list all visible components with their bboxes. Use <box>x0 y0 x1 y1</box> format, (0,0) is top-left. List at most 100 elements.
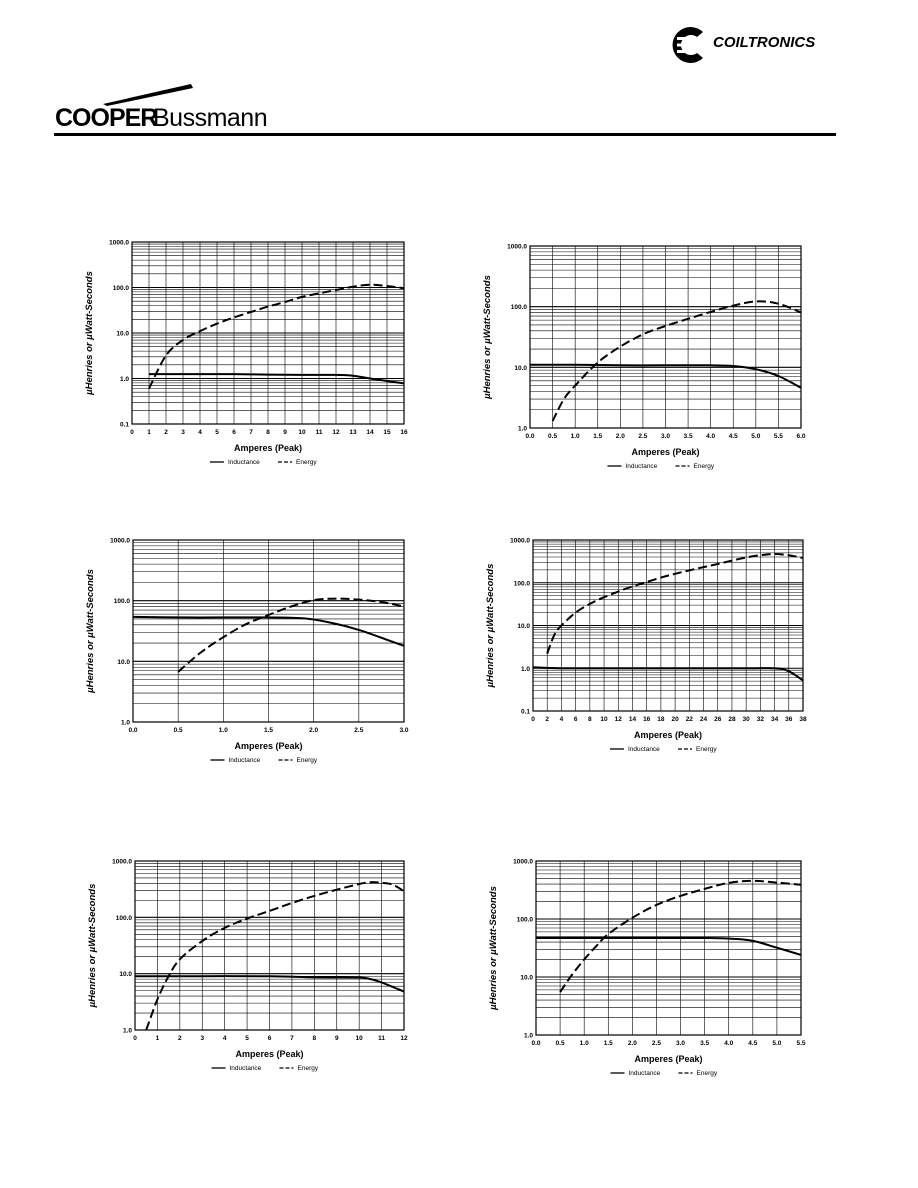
x-tick-label: 2.5 <box>354 727 363 734</box>
x-tick-label: 0.0 <box>525 433 534 440</box>
x-tick-label: 4.5 <box>729 433 738 440</box>
y-axis-label: µHenries or µWatt-Seconds <box>488 886 499 1011</box>
x-tick-label: 7 <box>249 429 253 436</box>
cooper-swoosh-icon <box>103 84 193 106</box>
x-tick-label: 4 <box>560 716 564 723</box>
grid <box>134 861 405 1031</box>
y-tick-label: 1000.0 <box>510 538 530 545</box>
x-tick-label: 2 <box>164 429 168 436</box>
x-tick-label: 0 <box>133 1035 137 1042</box>
plot-frame <box>532 539 804 712</box>
x-tick-label: 2 <box>178 1035 182 1042</box>
y-tick-label: 0.1 <box>521 709 530 716</box>
x-tick-label: 0.5 <box>548 433 557 440</box>
y-axis-label: µHenries or µWatt-Seconds <box>482 275 493 400</box>
x-tick-label: 5 <box>245 1035 249 1042</box>
y-tick-label: 1000.0 <box>507 244 527 251</box>
x-tick-label: 11 <box>316 429 323 436</box>
y-tick-label: 1000.0 <box>513 859 533 866</box>
y-tick-label: 100.0 <box>113 285 130 292</box>
x-tick-label: 1.5 <box>593 433 602 440</box>
x-tick-label: 8 <box>313 1035 317 1042</box>
brand-cooper: COOPER <box>55 104 158 132</box>
coiltronics-logo: COILTRONICS <box>665 22 835 68</box>
x-tick-label: 4.0 <box>724 1040 733 1047</box>
plot-frame <box>132 539 405 723</box>
plot-frame <box>134 860 405 1031</box>
plot-frame <box>131 241 405 425</box>
x-tick-label: 3 <box>200 1035 204 1042</box>
x-tick-label: 8 <box>588 716 592 723</box>
x-tick-label: 3 <box>181 429 185 436</box>
x-tick-label: 3.5 <box>700 1040 709 1047</box>
y-tick-label: 1.0 <box>123 1028 132 1035</box>
x-tick-label: 14 <box>366 429 374 436</box>
x-tick-label: 3.0 <box>661 433 670 440</box>
legend-label-inductance: Inductance <box>626 463 658 470</box>
y-tick-label: 1.0 <box>120 376 129 383</box>
grid <box>535 861 802 1036</box>
series-line-energy <box>559 879 802 993</box>
legend-label-inductance: Inductance <box>228 459 260 466</box>
y-tick-label: 10.0 <box>119 971 132 978</box>
x-tick-label: 1.0 <box>571 433 580 440</box>
x-tick-label: 12 <box>615 716 623 723</box>
x-tick-label: 13 <box>349 429 357 436</box>
x-tick-label: 10 <box>298 429 306 436</box>
legend-label-energy: Energy <box>297 757 318 764</box>
y-tick-label: 100.0 <box>517 917 534 924</box>
x-tick-label: 26 <box>714 716 722 723</box>
x-tick-label: 1.0 <box>580 1040 589 1047</box>
x-tick-label: 5.0 <box>751 433 760 440</box>
x-tick-label: 3.0 <box>399 727 408 734</box>
header-divider <box>54 133 836 136</box>
y-tick-label: 10.0 <box>517 623 530 630</box>
series-line-inductance <box>529 363 802 389</box>
y-tick-label: 1000.0 <box>112 859 132 866</box>
y-tick-label: 100.0 <box>511 304 528 311</box>
series-line-inductance <box>532 666 804 682</box>
x-tick-label: 0.5 <box>174 727 183 734</box>
x-tick-label: 1.5 <box>264 727 273 734</box>
x-tick-label: 18 <box>657 716 665 723</box>
y-tick-label: 100.0 <box>114 598 131 605</box>
x-tick-label: 4.0 <box>706 433 715 440</box>
x-tick-label: 30 <box>743 716 751 723</box>
x-axis-label: Amperes (Peak) <box>235 1049 303 1059</box>
grid <box>131 242 405 425</box>
x-axis-label: Amperes (Peak) <box>634 1054 702 1064</box>
y-tick-label: 1000.0 <box>109 240 129 247</box>
x-tick-label: 0.0 <box>128 727 137 734</box>
legend-label-energy: Energy <box>296 459 317 466</box>
x-tick-label: 6 <box>268 1035 272 1042</box>
x-tick-label: 0 <box>130 429 134 436</box>
x-tick-label: 32 <box>757 716 765 723</box>
series-line-inductance <box>149 373 405 385</box>
x-tick-label: 4 <box>223 1035 227 1042</box>
legend-label-energy: Energy <box>696 746 717 753</box>
y-axis-label: µHenries or µWatt-Seconds <box>485 564 496 689</box>
x-axis-label: Amperes (Peak) <box>234 443 302 453</box>
y-tick-label: 1.0 <box>518 426 527 433</box>
x-tick-label: 1 <box>156 1035 160 1042</box>
x-tick-label: 8 <box>266 429 270 436</box>
x-tick-label: 0.0 <box>531 1040 540 1047</box>
legend-label-energy: Energy <box>697 1070 718 1077</box>
coiltronics-c-icon <box>672 27 711 63</box>
x-tick-label: 28 <box>728 716 736 723</box>
y-tick-label: 1.0 <box>121 720 130 727</box>
x-tick-label: 10 <box>356 1035 364 1042</box>
y-tick-label: 100.0 <box>514 580 531 587</box>
legend-label-energy: Energy <box>298 1065 319 1072</box>
y-tick-label: 100.0 <box>116 915 133 922</box>
grid <box>532 540 804 712</box>
x-tick-label: 0 <box>531 716 535 723</box>
x-tick-label: 9 <box>283 429 287 436</box>
x-tick-label: 2.0 <box>616 433 625 440</box>
series-line-energy <box>546 552 804 654</box>
